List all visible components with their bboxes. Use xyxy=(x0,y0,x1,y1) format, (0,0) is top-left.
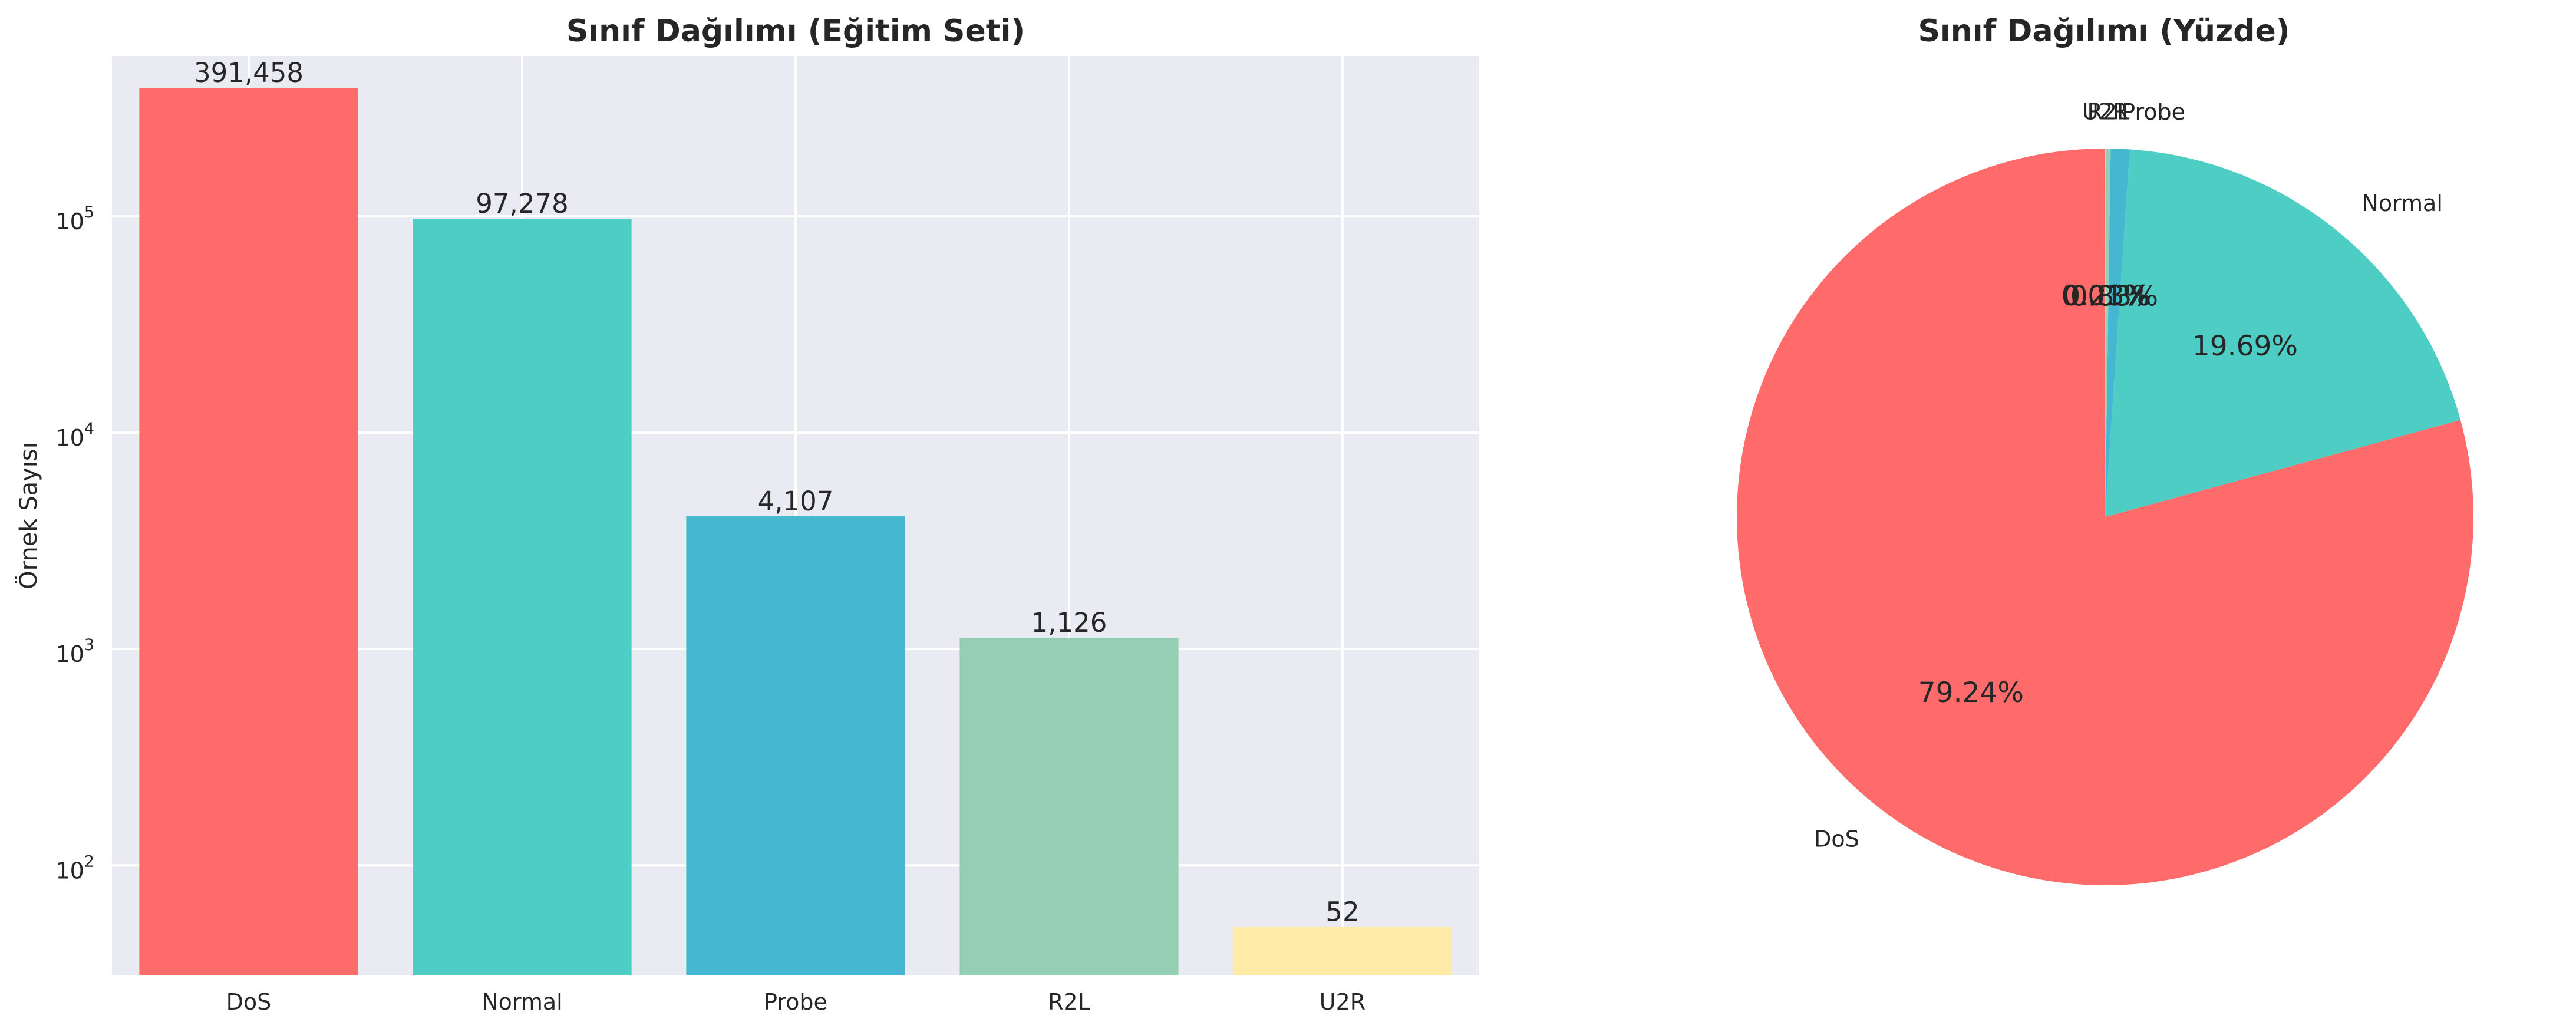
bar-value-label: 52 xyxy=(1325,896,1359,928)
bar-marks xyxy=(139,88,1452,975)
bar-y-tick-label: 105 xyxy=(55,203,94,235)
bar-x-tick-labels: DoS Normal Probe R2L U2R xyxy=(226,989,1366,1015)
bar-value-label: 1,126 xyxy=(1031,607,1107,638)
pie-slice-label: R2L xyxy=(2087,99,2129,125)
pie-percent-label: 19.69% xyxy=(2192,330,2298,362)
bar-u2r xyxy=(1233,927,1452,975)
bar-value-labels: 391,458 97,278 4,107 1,126 52 xyxy=(194,57,1360,927)
bar-y-axis-label: Örnek Sayısı xyxy=(14,442,42,589)
bar-x-tick-label: Normal xyxy=(481,989,563,1015)
bar-y-tick-labels: 102 103 104 105 xyxy=(55,203,94,883)
bar-x-tick-label: U2R xyxy=(1320,989,1365,1015)
pie-percent-labels: 79.24% 19.69% 0.83%0.23%0.01% xyxy=(1918,280,2298,709)
bar-value-label: 391,458 xyxy=(194,57,304,88)
pie-chart-title: Sınıf Dağılımı (Yüzde) xyxy=(1918,14,2290,49)
pie-percent-label: 0.23% xyxy=(2063,280,2150,312)
bar-normal xyxy=(413,219,632,975)
pie-percent-label: 79.24% xyxy=(1918,677,2024,709)
pie-chart: Sınıf Dağılımı (Yüzde) DoS Normal ProbeR2L… xyxy=(1737,14,2473,885)
pie-slice-label: Normal xyxy=(2361,190,2442,216)
pie-slice-label: U2R xyxy=(2082,99,2128,125)
pie-slice-normal xyxy=(2105,149,2460,517)
pie-percent-label: 0.83% xyxy=(2070,280,2158,312)
bar-x-tick-label: Probe xyxy=(764,989,827,1015)
bar-chart: 391,458 97,278 4,107 1,126 52 DoS Normal Probe… xyxy=(14,14,1479,1015)
bar-value-label: 97,278 xyxy=(476,188,568,219)
bar-dos xyxy=(139,88,358,975)
pie-slice-probe xyxy=(2105,149,2130,517)
bar-value-label: 4,107 xyxy=(758,486,834,517)
pie-slice-r2l xyxy=(2105,149,2111,517)
bar-chart-title: Sınıf Dağılımı (Eğitim Seti) xyxy=(566,14,1025,49)
pie-percent-label: 0.01% xyxy=(2061,280,2149,312)
bar-r2l xyxy=(959,638,1179,975)
bar-probe xyxy=(686,516,905,975)
pie-slice-label: DoS xyxy=(1814,826,1859,852)
bar-x-tick-label: DoS xyxy=(226,989,272,1015)
bar-y-tick-label: 102 xyxy=(55,852,94,883)
pie-slice-label: Probe xyxy=(2122,99,2185,125)
bar-x-tick-label: R2L xyxy=(1048,989,1090,1015)
bar-y-tick-label: 104 xyxy=(55,420,94,451)
bar-y-tick-label: 103 xyxy=(55,636,94,667)
pie-slices xyxy=(1737,148,2473,885)
